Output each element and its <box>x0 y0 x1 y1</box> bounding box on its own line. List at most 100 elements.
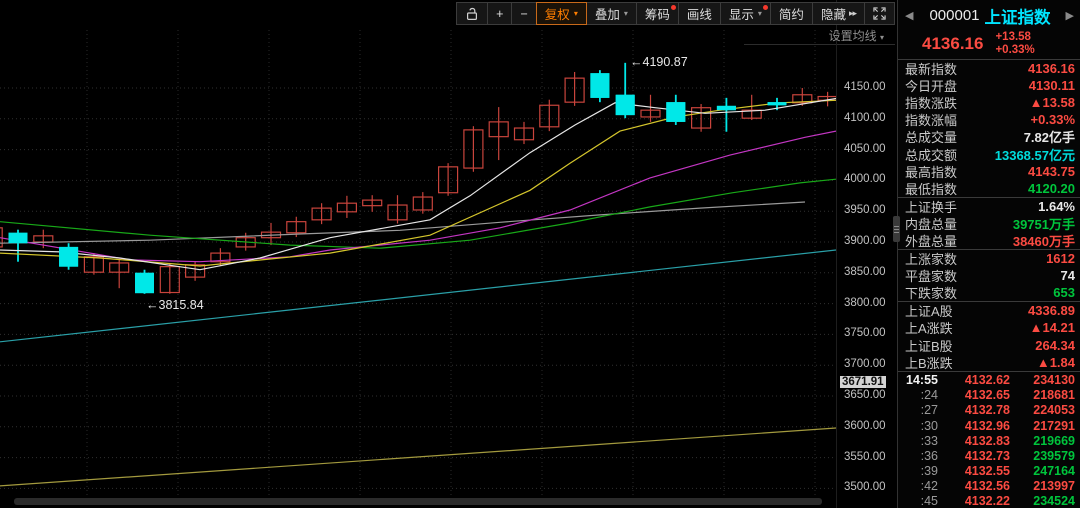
stat-label: 上B涨跌 <box>905 355 953 371</box>
y-axis-tick-label: 3950.00 <box>844 204 886 217</box>
tick-volume: 239579 <box>1033 448 1075 463</box>
candle-up <box>792 94 813 104</box>
stat-group: 上证A股 4336.89 上A涨跌 ▲14.21 上证B股 264.34 上B涨跌 ▲1.84 <box>898 302 1080 372</box>
candle-down <box>716 105 736 111</box>
tick-row: :27 4132.78 224053 <box>898 403 1080 418</box>
stat-label: 上证换手 <box>905 199 958 215</box>
tick-time: :39 <box>920 463 938 478</box>
toolbar-button-label: 显示 <box>728 8 754 22</box>
tick-row: :36 4132.73 239579 <box>898 448 1080 463</box>
candle-up <box>488 121 509 138</box>
candle-down <box>59 246 79 267</box>
stat-row: 最高指数 4143.75 <box>898 163 1080 180</box>
y-axis-marker: 3671.91 <box>840 375 886 388</box>
tick-price: 4132.62 <box>964 373 1010 388</box>
tick-row: :33 4132.83 219669 <box>898 433 1080 448</box>
stat-label: 最新指数 <box>905 62 958 78</box>
stat-row: 上证换手 1.64% <box>898 198 1080 215</box>
k-chart-canvas[interactable]: ←4190.87 ←3815.84 <box>0 0 838 508</box>
y-axis-tick-label: 3850.00 <box>844 265 886 278</box>
panel-resize-grip[interactable] <box>893 216 900 242</box>
chart-horizontal-scrollbar[interactable] <box>14 498 822 505</box>
y-axis-tick-label: 3650.00 <box>844 389 886 401</box>
stat-label: 上涨家数 <box>905 252 958 268</box>
stat-label: 指数涨跌 <box>905 96 958 112</box>
stat-value: ▲13.58 <box>1029 95 1075 111</box>
tick-time: :30 <box>920 418 938 433</box>
candle-down <box>135 272 154 294</box>
tick-list[interactable]: 14:55 4132.62 234130:24 4132.65 218681:27 413… <box>898 372 1080 508</box>
quote-panel: ◀ 000001 上证指数 ▶ 4136.16 +13.58 +0.33% 最新… <box>897 0 1080 508</box>
change-percent: +0.33% <box>995 44 1035 57</box>
tick-price: 4132.78 <box>964 403 1010 418</box>
y-axis-tick-label: 3700.00 <box>844 358 886 371</box>
toolbar-button-hide[interactable]: 隐藏 ▸▸ <box>811 2 865 25</box>
toolbar-button-zoom-in[interactable]: + <box>487 2 513 25</box>
y-axis-tick-label: 4100.00 <box>844 111 886 124</box>
candle-up <box>83 256 105 273</box>
toolbar: + − 复权 ▾ 叠加 ▾ 筹码 画线 显示 ▾ 简约 隐藏 ▸▸ <box>456 2 895 25</box>
stat-row: 上证B股 264.34 <box>898 337 1080 354</box>
toolbar-button-fullscreen[interactable] <box>864 2 895 25</box>
stat-row: 上证A股 4336.89 <box>898 302 1080 319</box>
stat-group: 上证换手 1.64% 内盘总量 39751万手 外盘总量 38460万手 <box>898 198 1080 251</box>
tick-volume: 219669 <box>1033 433 1075 448</box>
price-annotation: ←3815.84 <box>146 298 204 312</box>
stat-row: 最低指数 4120.20 <box>898 180 1080 197</box>
toolbar-button-overlay[interactable]: 叠加 ▾ <box>585 2 637 25</box>
stat-label: 指数涨幅 <box>905 113 958 129</box>
toolbar-button-simple[interactable]: 简约 <box>769 2 813 25</box>
candle-down <box>666 102 686 122</box>
toolbar-button-display[interactable]: 显示 ▾ <box>719 2 771 25</box>
toolbar-button-label: + <box>496 6 504 21</box>
k-chart[interactable]: ←4190.87 ←3815.84 <box>0 0 838 508</box>
stat-value: ▲1.84 <box>1036 354 1075 370</box>
ma-yellow <box>0 99 837 267</box>
tick-time: :36 <box>920 448 938 463</box>
tick-volume: 213997 <box>1033 478 1075 493</box>
toolbar-button-label: 叠加 <box>594 8 620 22</box>
stat-value: 1612 <box>1046 251 1075 267</box>
toolbar-button-label: 画线 <box>686 8 712 22</box>
toolbar-button-draw-line[interactable]: 画线 <box>677 2 721 25</box>
candle-up <box>286 221 307 234</box>
toolbar-button-lock[interactable] <box>456 2 489 25</box>
stat-label: 上证A股 <box>905 304 953 320</box>
stat-value: 13368.57亿元 <box>994 147 1075 163</box>
stat-value: 653 <box>1053 285 1075 301</box>
toolbar-button-label: − <box>520 6 528 21</box>
toolbar-button-zoom-out[interactable]: − <box>511 2 537 25</box>
tick-price: 4132.83 <box>964 433 1010 448</box>
candle-up <box>640 109 661 118</box>
toolbar-button-fuquan[interactable]: 复权 ▾ <box>535 2 587 25</box>
tick-price: 4132.73 <box>964 448 1010 463</box>
tick-row: 14:55 4132.62 234130 <box>898 373 1080 388</box>
stat-value: 38460万手 <box>1012 233 1075 249</box>
notification-red-dot <box>762 5 768 10</box>
tick-volume: 234130 <box>1033 373 1075 388</box>
candle-up <box>412 196 433 211</box>
candle-up <box>33 235 54 243</box>
price-change: +13.58 +0.33% <box>995 31 1034 57</box>
toolbar-button-chips[interactable]: 筹码 <box>635 2 679 25</box>
tick-volume: 234524 <box>1033 493 1075 508</box>
stat-label: 外盘总量 <box>905 233 958 249</box>
ma-white <box>0 97 837 271</box>
stat-row: 指数涨跌 ▲13.58 <box>898 94 1080 111</box>
y-axis-tick-label: 3800.00 <box>844 296 886 309</box>
ma-long-olive <box>0 427 837 487</box>
tick-price: 4132.56 <box>964 478 1010 493</box>
prev-stock-arrow-icon[interactable]: ◀ <box>905 10 914 22</box>
tick-time: 14:55 <box>906 373 938 388</box>
stat-value: 264.34 <box>1035 337 1075 353</box>
unlock-icon <box>465 7 479 21</box>
candle-up <box>336 202 357 213</box>
stat-group: 上涨家数 1612 平盘家数 74 下跌家数 653 <box>898 250 1080 303</box>
stock-name[interactable]: 上证指数 <box>984 8 1051 27</box>
ma-settings-label: 设置均线 <box>828 29 877 43</box>
tick-time: :24 <box>920 388 938 403</box>
next-stock-arrow-icon[interactable]: ▶ <box>1065 10 1074 22</box>
stat-value: 7.82亿手 <box>1023 130 1075 146</box>
ma-settings-button[interactable]: 设置均线 ▾ <box>829 27 884 44</box>
